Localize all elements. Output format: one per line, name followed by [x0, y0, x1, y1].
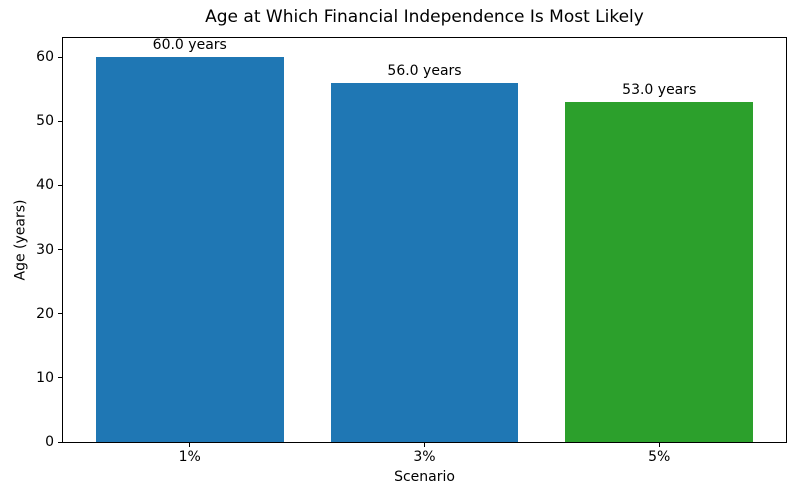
y-tick-label: 50 [36, 113, 54, 130]
y-tick-mark [58, 120, 62, 122]
bar-3% [330, 82, 519, 442]
y-tick-label: 20 [36, 305, 54, 322]
bar-value-label: 56.0 years [387, 62, 462, 79]
y-tick-mark [58, 184, 62, 186]
y-tick-mark [58, 313, 62, 315]
y-tick-label: 0 [45, 434, 54, 450]
x-tick-mark [189, 443, 191, 447]
x-tick-label: 3% [413, 449, 436, 465]
bar-value-label: 53.0 years [622, 82, 697, 99]
bar-5% [565, 102, 754, 442]
y-tick-label: 10 [36, 369, 54, 386]
y-tick-label: 30 [36, 241, 54, 258]
y-tick-mark [58, 56, 62, 58]
x-tick-mark [424, 443, 425, 447]
x-axis-label: Scenario [394, 469, 455, 485]
bar-1% [95, 57, 284, 442]
chart-title: Age at Which Financial Independence Is M… [205, 7, 644, 27]
plot-area: 0 10 20 30 40 50 60 60.0 years 1% 56.0 years 3% 53.… [36, 37, 787, 465]
y-tick-mark [58, 249, 62, 251]
bar-value-label: 60.0 years [152, 37, 227, 54]
y-tick-label: 60 [36, 49, 54, 66]
y-tick-mark [58, 441, 62, 443]
x-tick-label: 1% [178, 449, 201, 465]
y-tick-label: 40 [36, 177, 54, 194]
y-tick-mark [58, 377, 62, 379]
x-tick-mark [658, 443, 660, 447]
x-tick-label: 5% [648, 449, 671, 465]
